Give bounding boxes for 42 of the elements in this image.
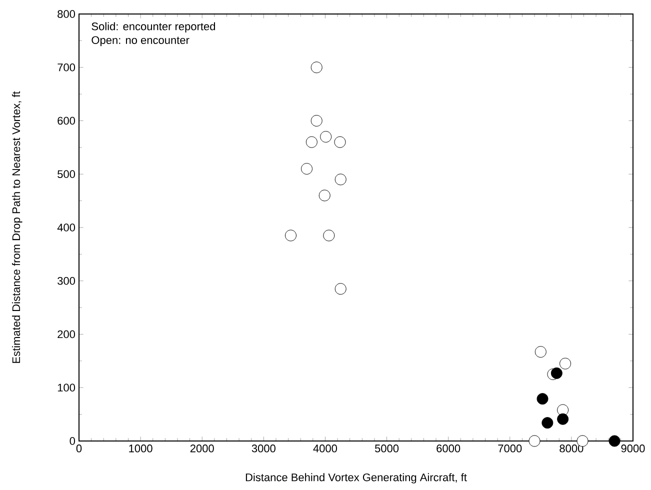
point [310,115,322,127]
x-tick-label: 0 [76,444,82,452]
point [528,435,540,447]
x-tick-label: 9000 [621,444,645,452]
point [323,230,335,242]
point [320,131,332,143]
point [608,435,620,447]
point [550,367,562,379]
y-tick-label: 500 [58,170,76,178]
y-axis-title: Estimated Distance from Drop Path to Nearest Vortex, ft [12,91,22,363]
y-tick-label: 0 [70,437,76,445]
y-tick-label: 700 [58,63,76,72]
x-tick-label: 6000 [436,444,460,452]
point [557,413,569,425]
point [334,136,346,148]
x-axis-title: Distance Behind Vortex Generating Aircraft, ft [246,473,467,484]
y-tick-label: 300 [58,276,76,285]
y-tick-label: 100 [58,384,76,392]
point [301,163,313,175]
x-tick-label: 3000 [252,444,276,452]
annotation: Solid: encounter reported [92,22,216,32]
annotation: Open: no encounter [92,36,190,46]
x-tick-label: 5000 [374,444,399,452]
point [560,358,572,370]
y-tick-label: 400 [57,224,76,232]
point [285,230,296,242]
y-tick-label: 600 [58,116,76,125]
point [334,174,346,186]
y-tick-label: 800 [58,10,76,18]
point [536,393,548,405]
x-tick-label: 7000 [498,444,522,452]
point [310,62,322,74]
x-tick-label: 1000 [129,444,152,452]
point [334,283,346,295]
point [306,136,318,148]
x-tick-label: 4000 [313,444,338,452]
y-tick-label: 200 [58,330,76,338]
x-tick-label: 8000 [560,444,584,452]
point [542,417,554,429]
x-tick-label: 2000 [190,444,214,452]
point [318,190,330,202]
point [534,346,546,358]
